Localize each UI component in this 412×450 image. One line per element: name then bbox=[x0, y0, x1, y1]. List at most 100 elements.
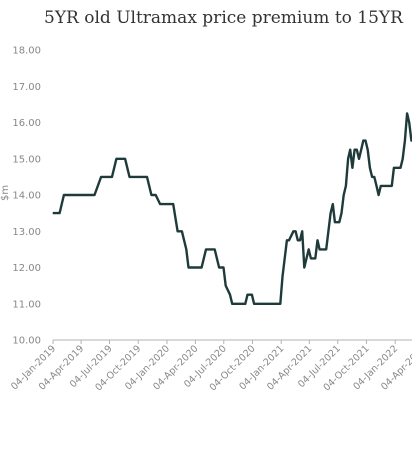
y-tick-label: 16.00 bbox=[12, 118, 41, 129]
data-point bbox=[347, 158, 349, 160]
data-point bbox=[275, 303, 277, 305]
data-point bbox=[76, 194, 78, 196]
y-axis-label: $m bbox=[0, 185, 11, 201]
data-point bbox=[222, 266, 225, 269]
data-point bbox=[124, 158, 126, 160]
y-tick-label: 11.00 bbox=[12, 299, 41, 310]
data-point bbox=[172, 203, 174, 205]
data-point bbox=[367, 149, 369, 151]
data-point bbox=[80, 194, 82, 196]
data-point bbox=[310, 257, 312, 259]
data-point bbox=[371, 176, 373, 178]
data-point bbox=[142, 176, 144, 178]
data-point bbox=[201, 266, 203, 269]
data-point bbox=[330, 212, 332, 214]
data-point bbox=[107, 176, 109, 178]
y-axis-ticks: 10.00 11.00 12.00 13.00 14.00 15.00 16.00 17.00… bbox=[12, 46, 41, 347]
data-point bbox=[115, 158, 117, 160]
data-point bbox=[397, 167, 399, 169]
data-point bbox=[168, 203, 170, 205]
data-point bbox=[229, 294, 231, 296]
data-point bbox=[336, 221, 338, 223]
data-point bbox=[314, 257, 316, 259]
y-tick-label: 14.00 bbox=[12, 191, 41, 202]
data-point bbox=[402, 158, 404, 160]
data-point bbox=[351, 167, 353, 169]
data-point bbox=[177, 230, 179, 232]
data-point bbox=[312, 257, 314, 259]
y-tick-label: 13.00 bbox=[12, 227, 41, 238]
data-point bbox=[354, 149, 356, 151]
data-point bbox=[358, 158, 360, 160]
data-point bbox=[343, 194, 345, 196]
data-point bbox=[205, 248, 207, 250]
data-point bbox=[362, 140, 364, 142]
data-point bbox=[301, 230, 303, 232]
data-point bbox=[137, 176, 139, 178]
data-point bbox=[150, 194, 152, 196]
data-point bbox=[244, 303, 246, 305]
data-point bbox=[181, 230, 183, 232]
data-point bbox=[292, 230, 294, 232]
data-point bbox=[299, 239, 301, 241]
data-point bbox=[185, 248, 187, 250]
data-point bbox=[323, 248, 325, 250]
data-point bbox=[236, 303, 238, 305]
data-point bbox=[404, 140, 406, 142]
data-point bbox=[286, 239, 288, 241]
data-point bbox=[240, 303, 242, 305]
data-point bbox=[281, 276, 284, 278]
data-point bbox=[231, 303, 233, 305]
y-tick-label: 12.00 bbox=[12, 263, 41, 274]
data-point bbox=[218, 266, 220, 269]
data-point bbox=[360, 149, 362, 151]
data-point bbox=[305, 257, 308, 259]
data-point bbox=[253, 303, 255, 305]
y-tick-label: 18.00 bbox=[12, 46, 41, 57]
data-point bbox=[321, 248, 323, 250]
data-point bbox=[59, 212, 61, 214]
data-points bbox=[52, 112, 412, 305]
data-point bbox=[334, 221, 336, 223]
data-point bbox=[327, 230, 329, 232]
data-point bbox=[338, 221, 340, 223]
data-point bbox=[246, 294, 249, 296]
data-point bbox=[257, 303, 259, 305]
data-point bbox=[316, 239, 319, 241]
data-point bbox=[356, 149, 358, 151]
data-point bbox=[251, 294, 253, 296]
data-point bbox=[399, 167, 402, 169]
data-point bbox=[395, 167, 397, 169]
data-point bbox=[295, 230, 297, 232]
data-point bbox=[389, 185, 391, 187]
data-point bbox=[196, 266, 198, 269]
data-point bbox=[155, 194, 157, 196]
data-point bbox=[308, 248, 310, 250]
data-point bbox=[72, 194, 74, 196]
data-point bbox=[408, 121, 410, 124]
data-point bbox=[120, 158, 122, 160]
data-point bbox=[52, 212, 54, 214]
data-point bbox=[128, 176, 131, 178]
data-point bbox=[375, 185, 378, 187]
data-point bbox=[111, 176, 113, 178]
data-point bbox=[214, 248, 216, 250]
data-point bbox=[63, 194, 65, 196]
data-point bbox=[56, 212, 59, 214]
y-tick-label: 10.00 bbox=[12, 336, 41, 347]
data-point bbox=[262, 303, 264, 305]
data-point bbox=[146, 176, 148, 178]
data-point bbox=[380, 185, 382, 187]
data-point bbox=[266, 303, 268, 305]
data-point bbox=[349, 149, 351, 151]
data-point bbox=[225, 285, 227, 287]
y-tick-label: 17.00 bbox=[12, 82, 41, 93]
data-point bbox=[284, 257, 286, 259]
data-point bbox=[297, 239, 299, 241]
series-line bbox=[53, 112, 412, 305]
data-point bbox=[393, 167, 395, 169]
data-point bbox=[209, 248, 211, 250]
data-point bbox=[325, 248, 327, 250]
data-point bbox=[100, 176, 102, 178]
